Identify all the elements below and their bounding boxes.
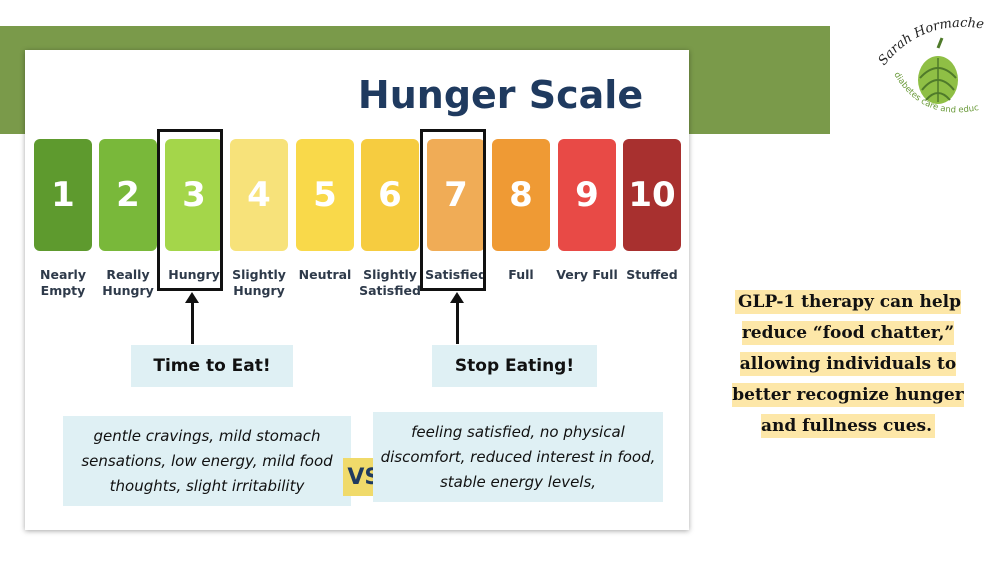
- highlight-frame-satisfied: [420, 129, 486, 291]
- scale-label-1: Nearly Empty: [40, 267, 86, 298]
- scale-box-10: 10: [623, 139, 681, 251]
- scale-label-8: Full: [508, 267, 534, 282]
- scale-box-6: 6: [361, 139, 419, 251]
- scale-box-4: 4: [230, 139, 288, 251]
- arrow-up-eat-icon: [185, 292, 199, 303]
- scale-label-9: Very Full: [556, 267, 618, 282]
- page-title: Hunger Scale: [357, 73, 644, 117]
- scale-box-8: 8: [492, 139, 550, 251]
- scale-label-2: Really Hungry: [102, 267, 154, 298]
- scale-label-5: Neutral: [298, 267, 352, 282]
- scale-box-1: 1: [34, 139, 92, 251]
- scale-label-6: Slightly Satisfied: [359, 267, 421, 298]
- side-note: GLP-1 therapy can help reduce “food chat…: [722, 287, 974, 442]
- scale-label-10: Stuffed: [626, 267, 678, 282]
- artichoke-icon: [918, 37, 958, 104]
- satisfied-description: feeling satisfied, no physical discomfor…: [373, 412, 663, 502]
- scale-label-4: Slightly Hungry: [232, 267, 286, 298]
- arrow-up-stop-icon: [450, 292, 464, 303]
- scale-label-3: Hungry: [168, 267, 220, 282]
- scale-box-2: 2: [99, 139, 157, 251]
- logo: Sarah Hormachea diabetes care and educat…: [870, 14, 985, 115]
- arrow-up-eat-line: [191, 300, 194, 344]
- highlight-frame-hungry: [157, 129, 223, 291]
- scale-box-9: 9: [558, 139, 616, 251]
- stop-eating-callout: Stop Eating!: [432, 345, 597, 387]
- scale-box-3: 3: [165, 139, 223, 251]
- scale-label-7: Satisfied: [425, 267, 487, 282]
- arrow-up-stop-line: [456, 300, 459, 344]
- scale-box-7: 7: [427, 139, 485, 251]
- time-to-eat-callout: Time to Eat!: [131, 345, 293, 387]
- hungry-description: gentle cravings, mild stomach sensations…: [63, 416, 351, 506]
- scale-box-5: 5: [296, 139, 354, 251]
- side-note-text: GLP-1 therapy can help reduce “food chat…: [732, 290, 964, 438]
